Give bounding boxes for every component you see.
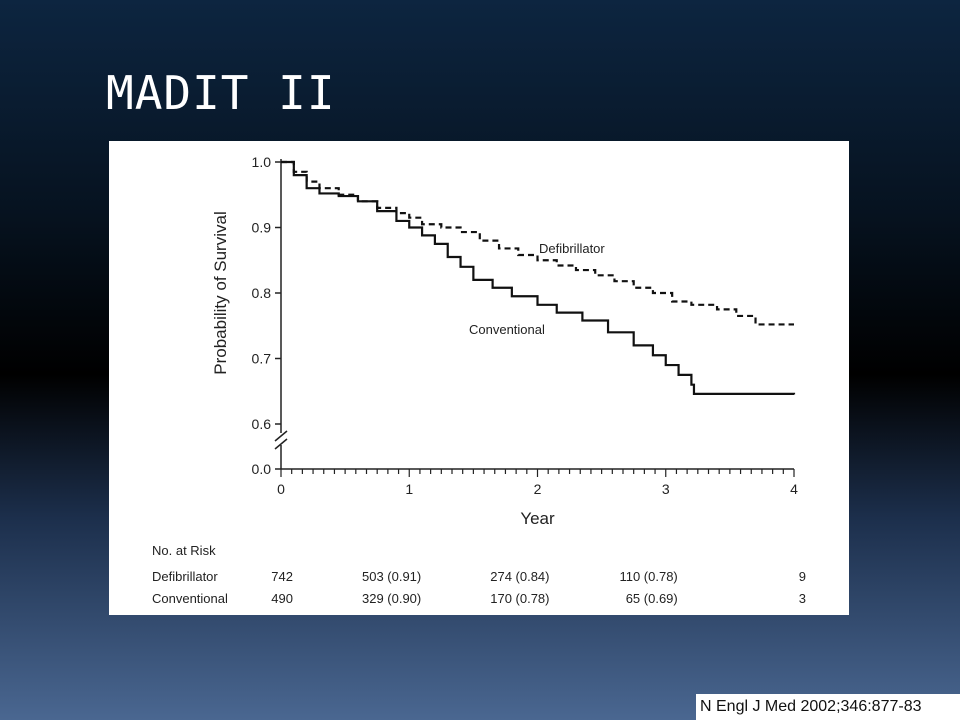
at-risk-value: 170 (0.78) <box>490 591 549 606</box>
axis-break-mark <box>274 430 288 442</box>
at-risk-title: No. at Risk <box>152 543 216 558</box>
series-defibrillator-line <box>281 160 794 326</box>
at-risk-row-label: Conventional <box>152 591 228 606</box>
series-conventional-line <box>281 160 796 395</box>
y-tick-label: 0.8 <box>252 285 272 301</box>
y-tick-label: 0.9 <box>252 220 272 236</box>
at-risk-value: 742 <box>271 569 293 584</box>
x-axis-title: Year <box>520 509 555 528</box>
chart-axes: 1.0 0.9 0.8 0.7 0.6 0.0 0 1 2 3 4 Year Probability o… <box>211 154 798 528</box>
y-axis-title: Probability of Survival <box>211 211 230 374</box>
chart-curves <box>281 160 796 395</box>
y-tick-label: 0.6 <box>252 416 272 432</box>
x-tick-label: 3 <box>662 481 670 497</box>
x-tick-label: 2 <box>534 481 542 497</box>
y-tick-label: 1.0 <box>252 154 272 170</box>
at-risk-value: 503 (0.91) <box>362 569 421 584</box>
slide-title: MADIT II <box>106 66 336 120</box>
curve-label-conventional: Conventional <box>469 322 545 337</box>
x-tick-label: 4 <box>790 481 798 497</box>
axis-break-mark <box>274 438 288 450</box>
survival-figure: 1.0 0.9 0.8 0.7 0.6 0.0 0 1 2 3 4 Year Probability o… <box>109 141 849 615</box>
at-risk-value: 329 (0.90) <box>362 591 421 606</box>
at-risk-value: 110 (0.78) <box>619 569 677 584</box>
at-risk-value: 274 (0.84) <box>490 569 549 584</box>
y-tick-label: 0.7 <box>252 351 272 367</box>
at-risk-table: No. at Risk Defibrillator 742 503 (0.91) 274… <box>152 543 806 606</box>
curve-label-defibrillator: Defibrillator <box>539 241 605 256</box>
at-risk-row-label: Defibrillator <box>152 569 218 584</box>
survival-chart: 1.0 0.9 0.8 0.7 0.6 0.0 0 1 2 3 4 Year Probability o… <box>152 154 806 606</box>
citation: N Engl J Med 2002;346:877-83 <box>696 694 960 720</box>
at-risk-value: 9 <box>799 569 806 584</box>
x-tick-label: 1 <box>405 481 413 497</box>
at-risk-value: 3 <box>799 591 806 606</box>
x-tick-label: 0 <box>277 481 285 497</box>
at-risk-value: 65 (0.69) <box>626 591 678 606</box>
y-break-label: 0.0 <box>252 461 272 477</box>
chart-labels: Defibrillator Conventional <box>469 241 605 337</box>
at-risk-value: 490 <box>271 591 293 606</box>
